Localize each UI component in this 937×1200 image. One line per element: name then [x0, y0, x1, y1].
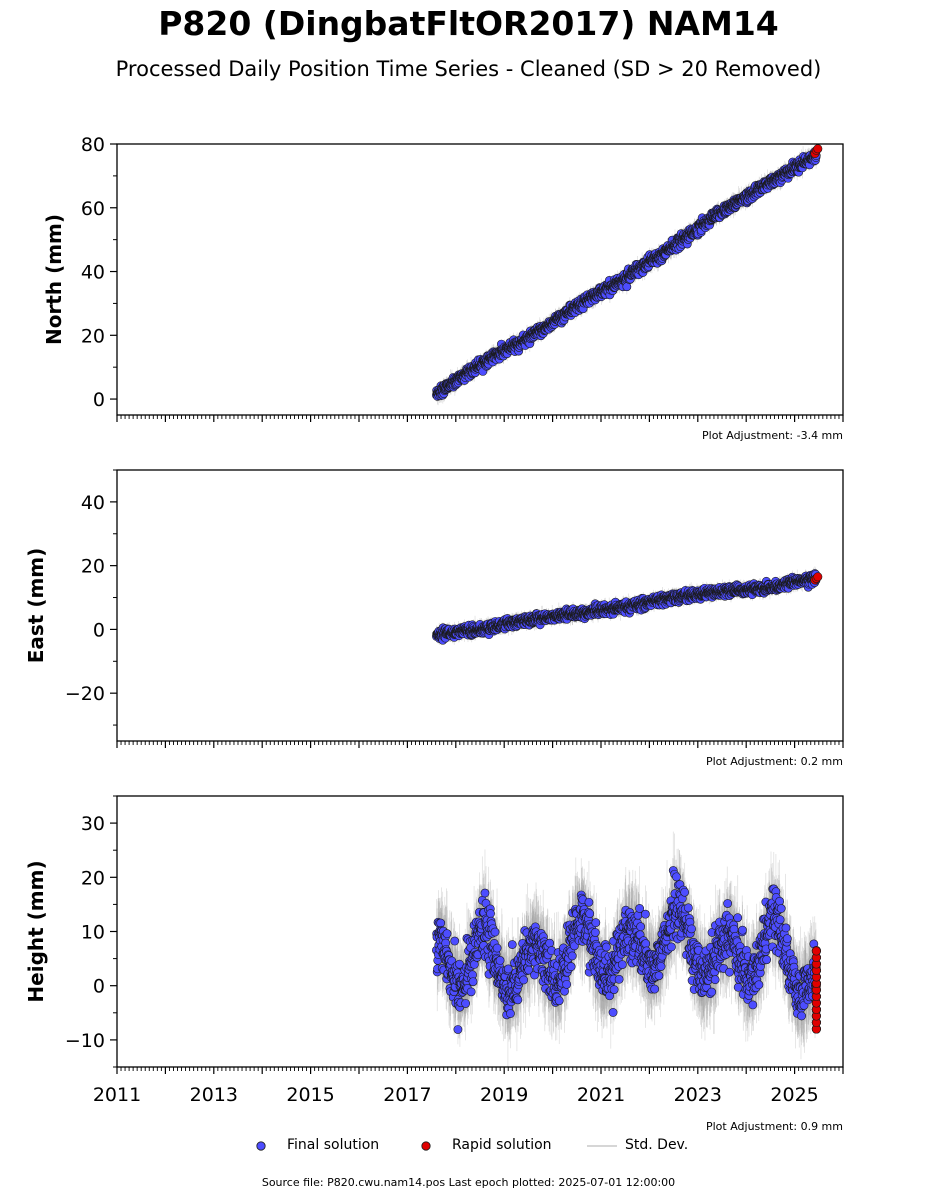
panel-2-data — [432, 566, 823, 645]
y-axis-label: North (mm) — [42, 214, 66, 345]
y-tick-label: 60 — [81, 198, 105, 220]
rapid-point — [813, 144, 823, 154]
chart-subtitle: Processed Daily Position Time Series - C… — [115, 57, 822, 81]
y-tick-label: 20 — [81, 325, 105, 347]
panel-1-data — [432, 144, 823, 406]
chart-title: P820 (DingbatFltOR2017) NAM14 — [158, 4, 779, 43]
plot-adjustment: Plot Adjustment: -3.4 mm — [702, 429, 843, 442]
panel-1-rapid-points — [810, 144, 823, 159]
panel-1-final-points — [432, 147, 821, 401]
y-tick-label: 40 — [81, 262, 105, 284]
panel-1: 0 20 40 60 80 North (mm) Plot Adjustment: -3.4… — [42, 134, 844, 442]
y-tick-label: 0 — [93, 389, 105, 411]
y-tick-label: 80 — [81, 134, 105, 156]
